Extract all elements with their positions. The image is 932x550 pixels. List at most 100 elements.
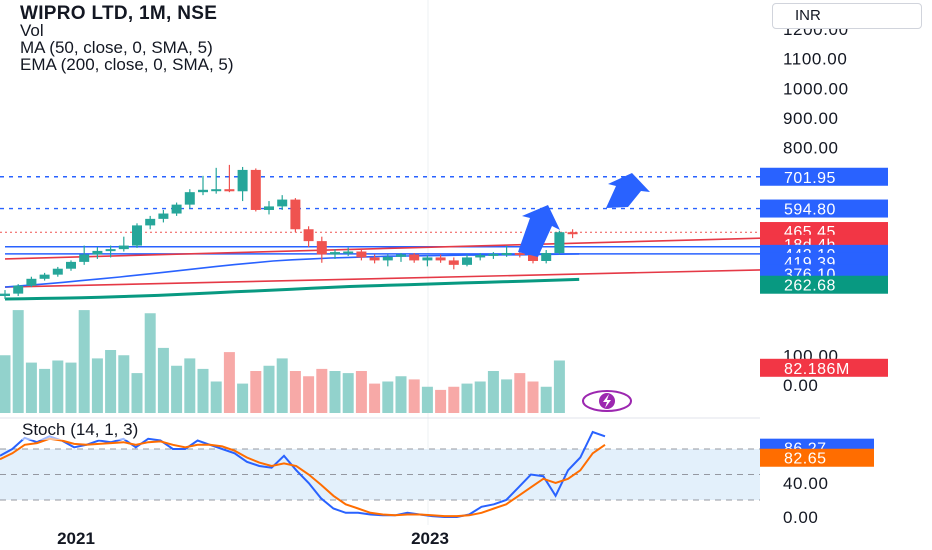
- volume-bar: [105, 350, 117, 413]
- candle-body: [52, 268, 63, 275]
- candle-body: [488, 253, 499, 256]
- candle-body: [184, 192, 195, 205]
- price-tag-label: 262.68: [784, 278, 836, 295]
- volume-bar: [25, 362, 37, 413]
- volume-bar: [0, 355, 11, 413]
- volume-bar: [118, 355, 130, 413]
- candle-body: [448, 260, 459, 265]
- candle-body: [0, 293, 10, 296]
- arrows[interactable]: [518, 173, 650, 257]
- volume-bar: [52, 360, 64, 413]
- trend-line-upper: [4, 237, 761, 260]
- candle-body: [105, 249, 116, 252]
- candle-body: [409, 254, 420, 261]
- volume-bar: [408, 379, 420, 413]
- lightning-icon[interactable]: [582, 390, 632, 412]
- volume-bar: [527, 381, 539, 413]
- trend-line-lower: [4, 269, 761, 288]
- price-tag-box: [760, 199, 888, 218]
- volume-bar: [342, 373, 354, 413]
- candle-body: [382, 256, 393, 261]
- volume-bar: [39, 368, 51, 413]
- volume-bar: [197, 368, 209, 413]
- indicator-vol[interactable]: Vol: [20, 21, 44, 40]
- candle-body: [26, 278, 37, 286]
- candle-body: [264, 206, 274, 210]
- indicator-ma[interactable]: MA (50, close, 0, SMA, 5): [20, 38, 213, 57]
- volume-bar: [487, 371, 499, 413]
- candle-body: [237, 169, 248, 192]
- candle-body: [567, 232, 578, 235]
- price-tick-label: 0.00: [783, 376, 819, 395]
- volume-bar: [12, 310, 24, 413]
- volume-bar: [237, 383, 249, 413]
- volume-bar: [553, 360, 565, 413]
- volume-bar: [448, 386, 460, 413]
- volume-bar: [369, 383, 381, 413]
- candle-body: [554, 232, 565, 253]
- candle-body: [541, 252, 552, 261]
- volume-bar: [329, 371, 341, 413]
- stoch-tick-label: 40.00: [783, 474, 829, 493]
- indicator-ema[interactable]: EMA (200, close, 0, SMA, 5): [20, 55, 234, 74]
- price-tag-box: [760, 167, 888, 186]
- candle-body: [198, 189, 208, 193]
- volume-bar: [250, 371, 262, 413]
- stoch-d-line: [0, 437, 606, 518]
- ema200-line: [4, 277, 580, 301]
- price-tag-box: [760, 275, 888, 294]
- candle-body: [462, 257, 472, 265]
- price-tick-label: 900.00: [783, 109, 839, 128]
- candle-body: [118, 245, 129, 250]
- volume-bar: [303, 376, 315, 413]
- candle-body: [528, 255, 538, 261]
- price-tick-label: 1000.00: [783, 79, 849, 98]
- stoch-series: [0, 430, 606, 518]
- volume-bar: [65, 362, 77, 413]
- candle-body: [501, 252, 512, 255]
- price-tick-label: 1100.00: [783, 50, 847, 69]
- volume-bar: [91, 358, 103, 413]
- stoch-legend[interactable]: Stoch (14, 1, 3): [22, 420, 139, 440]
- trend-lines[interactable]: [0, 176, 761, 288]
- volume-bar: [78, 310, 90, 413]
- stoch-tag-box: [760, 448, 874, 467]
- symbol-title[interactable]: WIPRO LTD, 1M, NSE: [20, 3, 218, 24]
- stoch-k-line: [0, 430, 606, 518]
- candles: [0, 164, 578, 299]
- volume-bar: [501, 379, 513, 413]
- volume-bar: [210, 381, 222, 413]
- stoch-guides: [0, 448, 760, 501]
- candle-body: [224, 189, 235, 192]
- candle-body: [343, 251, 354, 254]
- candle-body: [211, 189, 222, 192]
- volume-bar: [289, 371, 301, 413]
- volume-bar: [395, 376, 407, 413]
- price-tag-label: 701.95: [784, 170, 836, 187]
- currency-selector[interactable]: INR: [772, 3, 922, 29]
- chart-legend: WIPRO LTD, 1M, NSE Vol MA (50, close, 0,…: [20, 3, 234, 74]
- candle-body: [13, 285, 24, 294]
- price-tag-box: [760, 358, 888, 377]
- stoch-tag-label: 82.65: [784, 451, 827, 468]
- volume-bar: [223, 352, 235, 413]
- candle-body: [92, 250, 103, 255]
- volume-bar: [144, 313, 156, 413]
- candle-body: [303, 229, 314, 242]
- time-tick-label: 2021: [57, 529, 95, 548]
- volume-bar: [131, 373, 143, 413]
- candle-body: [475, 255, 486, 258]
- candle-body: [39, 274, 50, 279]
- volume-bar: [421, 386, 433, 413]
- candle-body: [66, 261, 76, 269]
- stoch-tick-label: 0.00: [783, 508, 819, 527]
- time-axis: 2021 2023: [57, 529, 449, 548]
- candle-body: [132, 225, 142, 246]
- candle-body: [171, 204, 182, 214]
- volume-bar: [316, 368, 328, 413]
- candle-body: [435, 257, 446, 261]
- candle-body: [316, 241, 327, 255]
- candle-body: [145, 218, 156, 226]
